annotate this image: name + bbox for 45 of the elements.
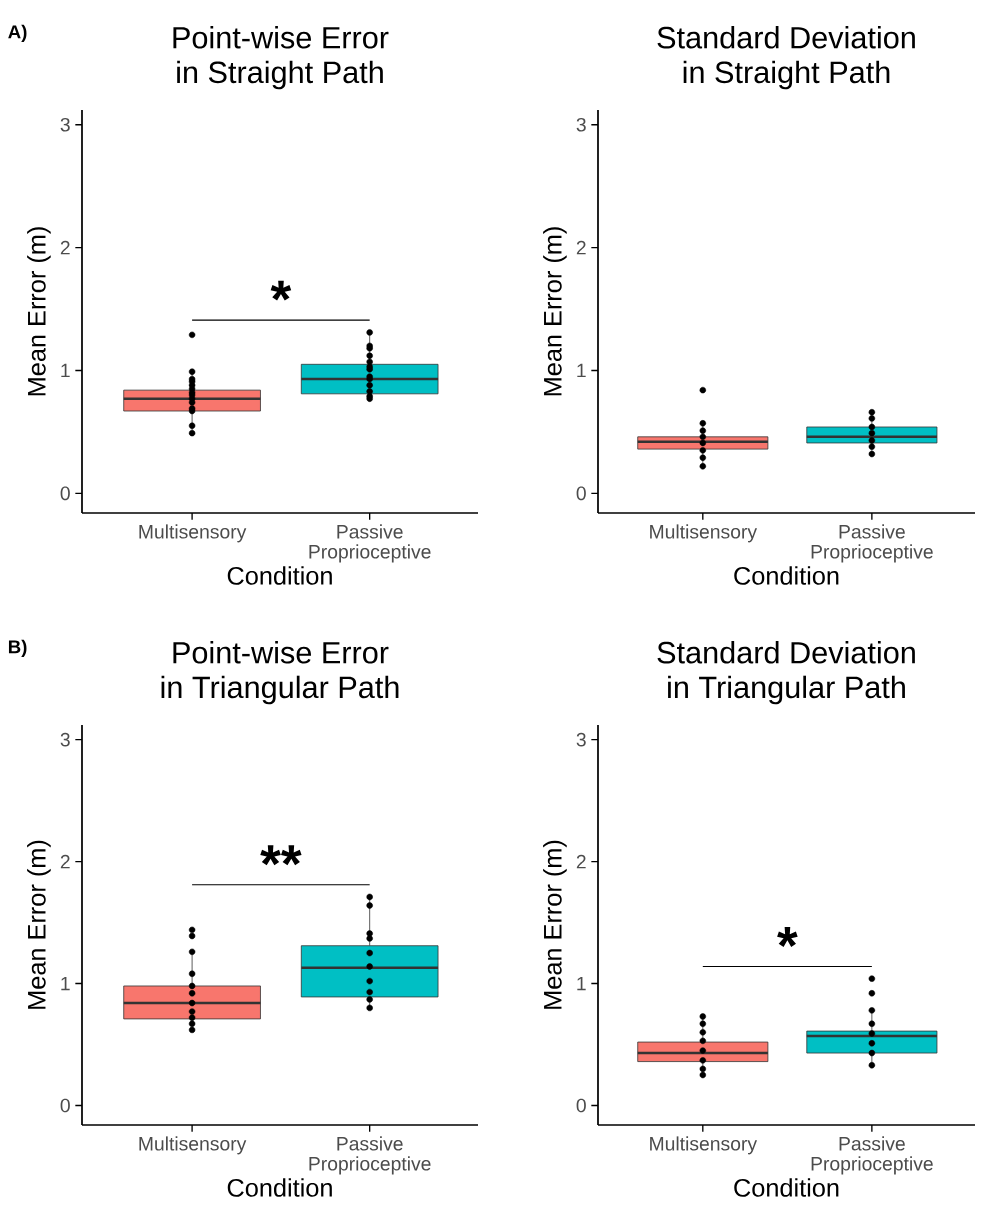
text: A) bbox=[8, 24, 27, 43]
x-axis-title: Condition bbox=[734, 566, 839, 585]
y-tick-label: 3 bbox=[576, 732, 586, 747]
y-tick-label: 2 bbox=[576, 240, 586, 255]
y-tick-label: 1 bbox=[61, 363, 70, 378]
y-tick-label: 2 bbox=[60, 240, 70, 255]
x-tick-label: Passive Proprioceptive bbox=[309, 524, 431, 563]
y-tick-label: 0 bbox=[576, 1098, 586, 1113]
chart-title: Standard Deviation bbox=[657, 26, 915, 49]
y-tick-label: 0 bbox=[576, 486, 586, 501]
y-tick-label: 2 bbox=[576, 854, 586, 869]
chart-subtitle: in Triangular Path bbox=[161, 675, 399, 705]
y-tick-label: 1 bbox=[577, 363, 586, 378]
y-axis-title: Mean Error (m) bbox=[543, 840, 567, 1009]
x-tick-label: Multisensory bbox=[650, 524, 758, 543]
x-axis-title: Condition bbox=[227, 1178, 332, 1197]
chart-subtitle: in Straight Path bbox=[177, 60, 383, 90]
annotation: * bbox=[270, 280, 292, 301]
y-axis-title: Mean Error (m) bbox=[27, 840, 51, 1009]
y-axis-title: Mean Error (m) bbox=[27, 227, 51, 396]
y-tick-label: 0 bbox=[60, 486, 70, 501]
y-tick-label: 3 bbox=[576, 117, 586, 132]
x-tick-label: Passive Proprioceptive bbox=[811, 1136, 933, 1175]
x-tick-label: Multisensory bbox=[139, 524, 247, 543]
annotation: * bbox=[777, 927, 798, 947]
chart-title: Point-wise Error bbox=[173, 641, 389, 664]
y-tick-label: 3 bbox=[60, 732, 70, 747]
y-axis-title: Mean Error (m) bbox=[543, 227, 567, 396]
y-tick-label: 2 bbox=[60, 854, 70, 869]
chart-title: Standard Deviation bbox=[657, 641, 915, 664]
x-axis-title: Condition bbox=[734, 1178, 839, 1197]
chart-subtitle: in Triangular Path bbox=[668, 675, 905, 705]
y-tick-label: 0 bbox=[60, 1098, 70, 1113]
x-tick-label: Passive Proprioceptive bbox=[309, 1136, 431, 1175]
annotation: ** bbox=[260, 845, 302, 866]
y-tick-label: 1 bbox=[61, 976, 70, 991]
y-tick-label: 3 bbox=[60, 117, 70, 132]
chart-title: Point-wise Error bbox=[173, 26, 389, 49]
chart-subtitle: in Straight Path bbox=[683, 60, 890, 90]
x-axis-title: Condition bbox=[227, 566, 332, 585]
x-tick-label: Multisensory bbox=[139, 1136, 247, 1155]
x-tick-label: Passive Proprioceptive bbox=[811, 524, 933, 563]
text: B) bbox=[8, 639, 27, 658]
y-tick-label: 1 bbox=[577, 976, 586, 991]
x-tick-label: Multisensory bbox=[650, 1136, 758, 1155]
